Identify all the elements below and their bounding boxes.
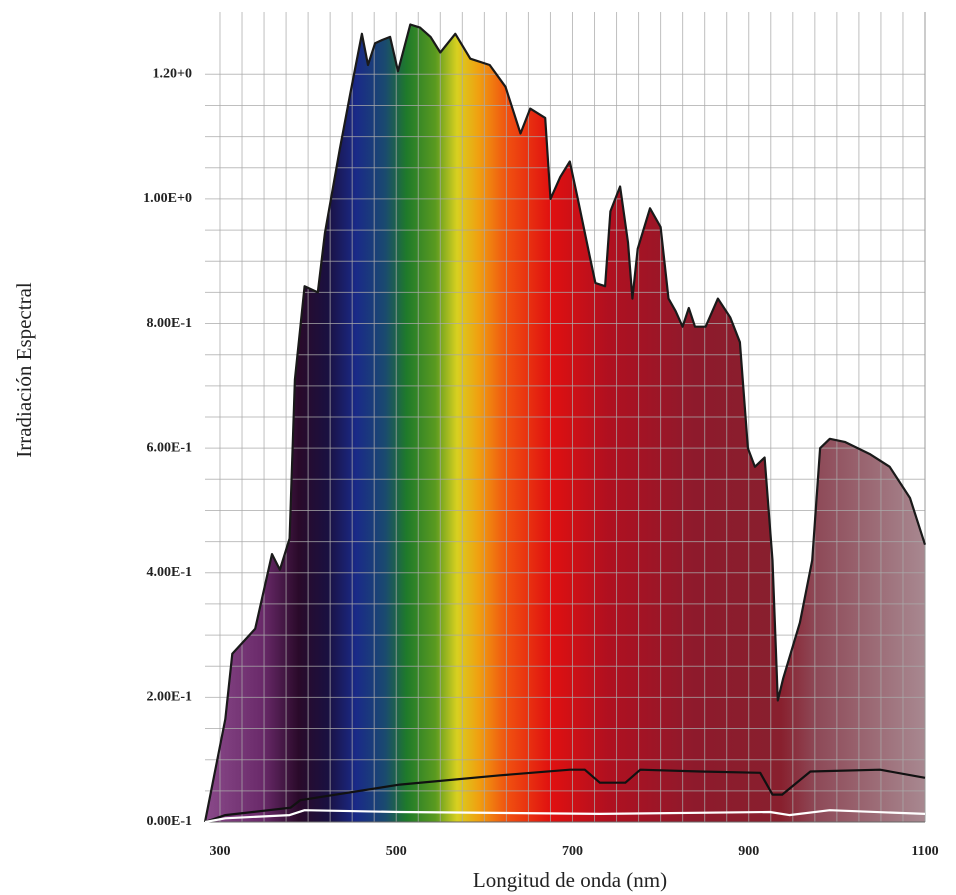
y-tick-label: 4.00E-1 [147,565,193,580]
y-axis-title: Irradiación Espectral [12,282,36,458]
y-tick-label: 1.00E+0 [143,191,192,206]
area [205,24,925,822]
x-tick-label: 1100 [911,844,938,859]
grid-layer [205,12,926,823]
y-tick-label: 6.00E-1 [147,440,193,455]
plot-fill-layer [205,24,925,822]
y-tick-label: 8.00E-1 [147,316,193,331]
x-tick-label: 500 [386,844,407,859]
x-tick-label: 300 [209,844,230,859]
x-tick-label: 700 [562,844,583,859]
line [204,768,926,824]
line-layer [203,23,927,824]
y-tick-label: 1.20+0 [153,67,192,82]
line [203,23,927,823]
y-tick-label: 2.00E-1 [147,690,193,705]
x-tick-label: 900 [738,844,759,859]
line [204,809,926,824]
y-tick-label: 0.00E-1 [147,814,193,829]
x-axis-title: Longitud de onda (nm) [473,868,667,892]
